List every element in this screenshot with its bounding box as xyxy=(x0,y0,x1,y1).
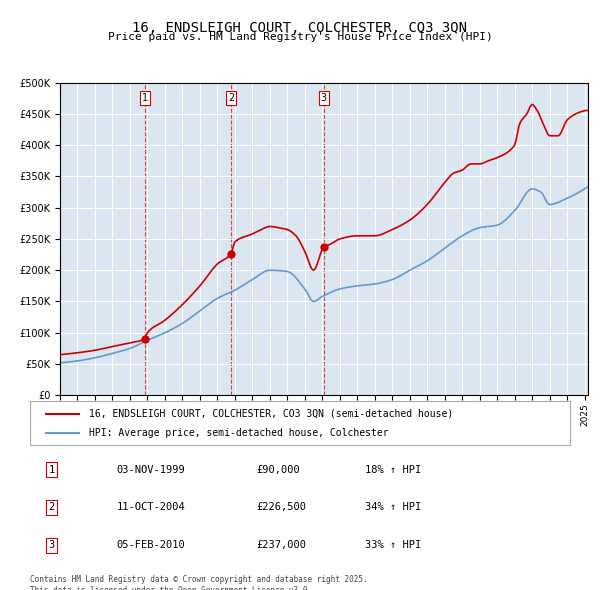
FancyBboxPatch shape xyxy=(30,401,570,445)
Text: 03-NOV-1999: 03-NOV-1999 xyxy=(116,465,185,474)
Text: 2: 2 xyxy=(228,93,234,103)
Text: £226,500: £226,500 xyxy=(257,503,307,512)
Text: 18% ↑ HPI: 18% ↑ HPI xyxy=(365,465,421,474)
Text: 3: 3 xyxy=(321,93,327,103)
Text: 3: 3 xyxy=(49,540,55,550)
Text: 33% ↑ HPI: 33% ↑ HPI xyxy=(365,540,421,550)
Text: 16, ENDSLEIGH COURT, COLCHESTER, CO3 3QN: 16, ENDSLEIGH COURT, COLCHESTER, CO3 3QN xyxy=(133,21,467,35)
Text: 05-FEB-2010: 05-FEB-2010 xyxy=(116,540,185,550)
Text: £237,000: £237,000 xyxy=(257,540,307,550)
Text: 34% ↑ HPI: 34% ↑ HPI xyxy=(365,503,421,512)
Text: Price paid vs. HM Land Registry's House Price Index (HPI): Price paid vs. HM Land Registry's House … xyxy=(107,32,493,42)
Text: 11-OCT-2004: 11-OCT-2004 xyxy=(116,503,185,512)
Text: £90,000: £90,000 xyxy=(257,465,301,474)
Text: 16, ENDSLEIGH COURT, COLCHESTER, CO3 3QN (semi-detached house): 16, ENDSLEIGH COURT, COLCHESTER, CO3 3QN… xyxy=(89,409,454,418)
Text: 2: 2 xyxy=(49,503,55,512)
Text: 1: 1 xyxy=(142,93,148,103)
Text: HPI: Average price, semi-detached house, Colchester: HPI: Average price, semi-detached house,… xyxy=(89,428,389,438)
Text: 1: 1 xyxy=(49,465,55,474)
Text: Contains HM Land Registry data © Crown copyright and database right 2025.
This d: Contains HM Land Registry data © Crown c… xyxy=(30,575,368,590)
